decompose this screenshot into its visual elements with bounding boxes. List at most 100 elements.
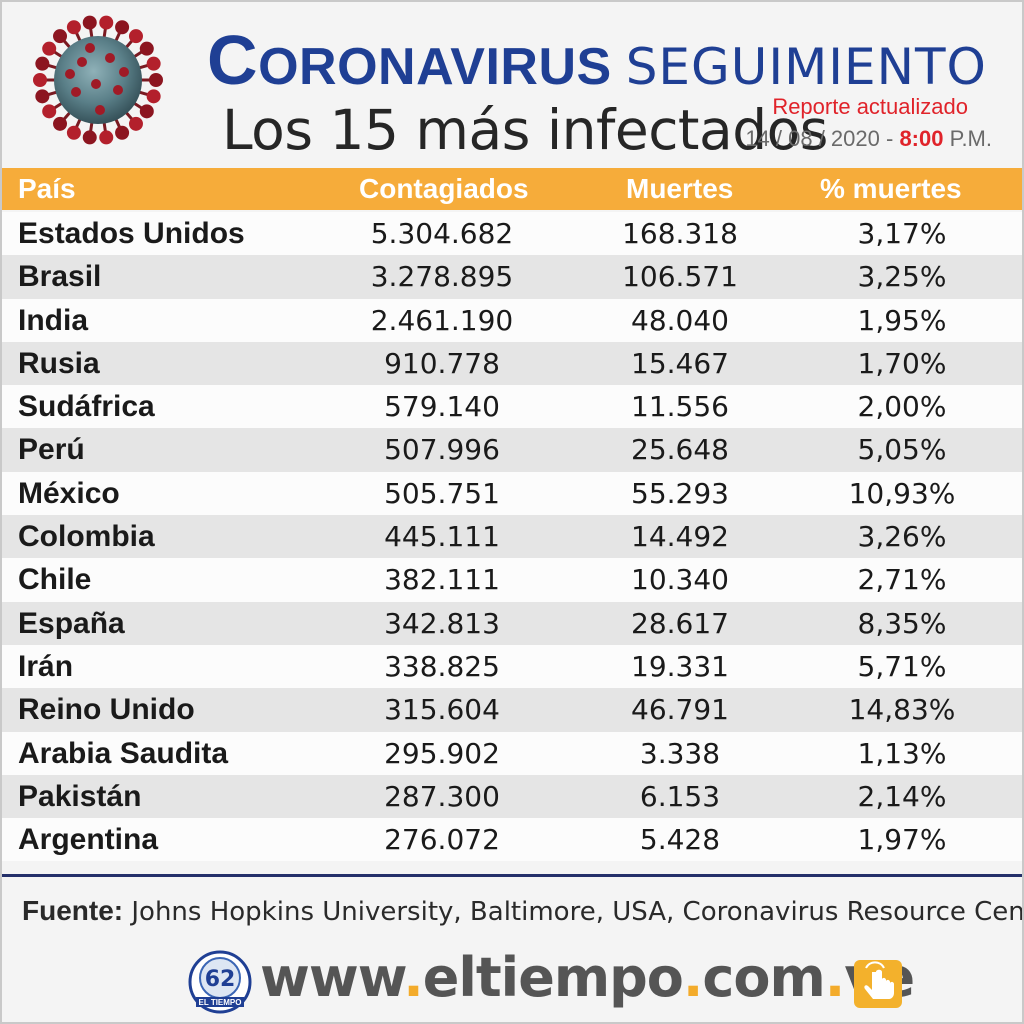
- cell-country: Colombia: [18, 520, 155, 554]
- title-main-rest: ORONAVIRUS: [258, 38, 612, 96]
- cell-deaths: 3.338: [639, 736, 721, 770]
- table-row: Arabia Saudita 295.902 3.338 1,13%: [2, 731, 1022, 775]
- cell-death-rate: 1,97%: [857, 823, 947, 857]
- cell-cases: 3.278.895: [370, 260, 514, 294]
- cell-death-rate: 3,17%: [857, 217, 947, 250]
- cell-country: Irán: [18, 649, 74, 683]
- footer-divider: [2, 874, 1022, 877]
- title-sub: SEGUIMIENTO: [625, 38, 987, 96]
- report-time: 8:00: [899, 126, 944, 151]
- pointing-hand-icon: [854, 960, 902, 1008]
- cell-death-rate: 3,25%: [857, 260, 947, 294]
- cell-death-rate: 1,70%: [857, 346, 947, 380]
- svg-text:62: 62: [205, 967, 236, 992]
- title-main: CORONAVIRUS: [207, 21, 612, 99]
- site-part-com: com: [702, 946, 825, 1009]
- cell-cases: 445.111: [384, 520, 500, 554]
- logo-text: EL TIEMPO: [199, 998, 242, 1007]
- cell-cases: 276.072: [384, 823, 500, 857]
- website-url[interactable]: www.eltiempo.com.ve: [260, 946, 915, 1009]
- page-subtitle: Los 15 más infectados: [222, 98, 828, 162]
- table-row: Colombia 445.111 14.492 3,26%: [2, 515, 1022, 559]
- cell-cases: 382.111: [384, 563, 500, 597]
- site-dot: .: [824, 946, 845, 1009]
- cell-deaths: 14.492: [631, 520, 729, 554]
- cell-death-rate: 1,13%: [857, 736, 947, 770]
- cell-deaths: 28.617: [631, 606, 729, 640]
- cell-deaths: 10.340: [631, 563, 729, 597]
- title-main-initial: C: [207, 21, 259, 99]
- cell-death-rate: 10,93%: [848, 476, 956, 510]
- cell-country: México: [18, 476, 120, 510]
- cell-deaths: 11.556: [631, 390, 729, 424]
- cell-country: Rusia: [18, 346, 100, 380]
- table-row: Perú 507.996 25.648 5,05%: [2, 428, 1022, 472]
- cell-country: España: [18, 606, 125, 640]
- report-date: 14 / 08 / 2020 -: [745, 126, 894, 151]
- table-row: Chile 382.111 10.340 2,71%: [2, 558, 1022, 602]
- cell-death-rate: 3,26%: [857, 520, 947, 554]
- table-row: Rusia 910.778 15.467 1,70%: [2, 341, 1022, 386]
- report-date-line: 14 / 08 / 2020 - 8:00 P.M.: [745, 126, 992, 152]
- report-label: Reporte actualizado: [772, 94, 968, 119]
- cell-deaths: 55.293: [631, 476, 729, 510]
- table-row: España 342.813 28.617 8,35%: [2, 601, 1022, 645]
- cell-cases: 910.778: [384, 346, 500, 380]
- cell-death-rate: 5,71%: [857, 649, 947, 683]
- source-text: Johns Hopkins University, Baltimore, USA…: [123, 897, 1024, 927]
- cell-death-rate: 8,35%: [857, 606, 947, 640]
- table-row: Pakistán 287.300 6.153 2,14%: [2, 774, 1022, 819]
- source-label: Fuente:: [22, 895, 124, 926]
- table-row: Brasil 3.278.895 106.571 3,25%: [2, 255, 1022, 299]
- cell-country: Estados Unidos: [18, 217, 245, 250]
- cell-deaths: 168.318: [622, 217, 738, 250]
- cell-country: Sudáfrica: [18, 390, 155, 424]
- cell-deaths: 5.428: [639, 823, 721, 857]
- cell-country: India: [18, 303, 89, 337]
- table-row: Estados Unidos 5.304.682 168.318 3,17%: [2, 212, 1022, 256]
- cell-cases: 342.813: [384, 606, 500, 640]
- cell-death-rate: 5,05%: [857, 433, 947, 467]
- table-row: Argentina 276.072 5.428 1,97%: [2, 818, 1022, 862]
- cell-cases: 287.300: [384, 779, 500, 813]
- table-row: Irán 338.825 19.331 5,71%: [2, 644, 1022, 689]
- table-row: Sudáfrica 579.140 11.556 2,00%: [2, 385, 1022, 429]
- site-dot: .: [682, 946, 703, 1009]
- cell-death-rate: 14,83%: [848, 693, 956, 727]
- table-row: India 2.461.190 48.040 1,95%: [2, 298, 1022, 342]
- cell-death-rate: 2,71%: [857, 563, 947, 597]
- cell-deaths: 106.571: [622, 260, 738, 294]
- cell-deaths: 46.791: [631, 693, 729, 727]
- cell-cases: 5.304.682: [370, 217, 514, 250]
- cell-cases: 315.604: [384, 693, 500, 727]
- cell-cases: 338.825: [384, 649, 500, 683]
- report-ampm: P.M.: [949, 126, 992, 151]
- cell-deaths: 19.331: [631, 649, 729, 683]
- table-row: Reino Unido 315.604 46.791 14,83%: [2, 688, 1022, 732]
- column-header-deaths: Muertes: [626, 173, 734, 204]
- cell-deaths: 15.467: [631, 346, 729, 380]
- column-header-country: País: [18, 173, 76, 204]
- source-credit: Fuente: Johns Hopkins University, Baltim…: [22, 895, 1024, 927]
- column-header-death-rate: % muertes: [820, 173, 962, 204]
- cell-country: Pakistán: [18, 779, 142, 813]
- cell-country: Brasil: [18, 260, 102, 294]
- site-part-www: www: [260, 946, 404, 1009]
- cell-country: Perú: [18, 433, 85, 467]
- table-row: México 505.751 55.293 10,93%: [2, 471, 1022, 516]
- site-part-domain: eltiempo: [422, 946, 684, 1009]
- cell-country: Reino Unido: [18, 693, 195, 727]
- table-header: País Contagiados Muertes % muertes: [2, 168, 1022, 210]
- cell-deaths: 48.040: [631, 303, 729, 337]
- cell-cases: 507.996: [384, 433, 500, 467]
- cell-death-rate: 2,14%: [857, 779, 947, 813]
- cell-death-rate: 1,95%: [857, 303, 947, 337]
- cell-cases: 295.902: [384, 736, 500, 770]
- cell-country: Argentina: [18, 823, 159, 857]
- cell-country: Arabia Saudita: [18, 736, 229, 770]
- cell-death-rate: 2,00%: [857, 390, 947, 424]
- cell-cases: 505.751: [384, 476, 500, 510]
- coronavirus-icon: [33, 15, 163, 145]
- cell-deaths: 25.648: [631, 433, 729, 467]
